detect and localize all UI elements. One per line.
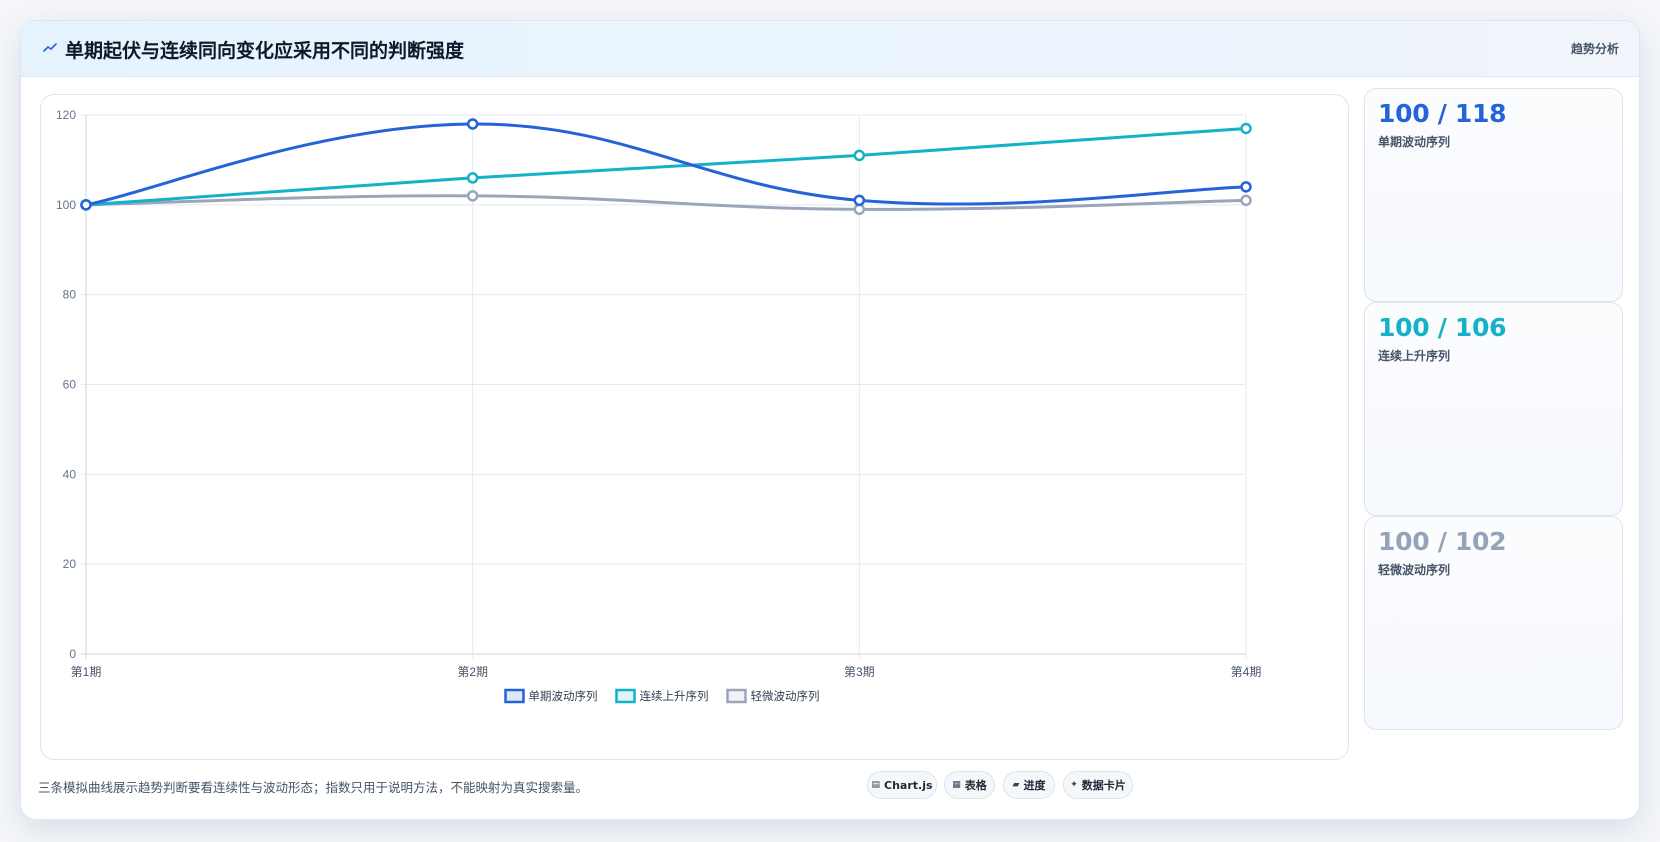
x-tick-label: 第2期 bbox=[457, 665, 488, 679]
legend-swatch bbox=[504, 688, 525, 704]
data-point bbox=[466, 172, 479, 184]
x-tick-label: 第3期 bbox=[844, 665, 875, 679]
panel-header: 单期起伏与连续同向变化应采用不同的判断强度 趋势分析 bbox=[21, 21, 1639, 77]
table-icon: ▦ bbox=[952, 780, 961, 790]
trend-line-icon bbox=[43, 43, 57, 52]
y-tick-label: 60 bbox=[63, 378, 77, 392]
y-tick-label: 100 bbox=[56, 198, 76, 212]
stat-card-1: 100 / 118 单期波动序列 bbox=[1364, 88, 1623, 302]
chart-card: 0 20 40 60 80 100 120 第1期 第2期 第3期 第4期单期波动序列 连续上升序列 轻… bbox=[40, 94, 1349, 760]
data-point bbox=[853, 203, 866, 216]
footnote: 三条模拟曲线展示趋势判断要看连续性与波动形态；指数只用于说明方法，不能映射为真实… bbox=[38, 780, 589, 795]
series-line bbox=[84, 122, 1248, 207]
y-tick-label: 120 bbox=[56, 108, 76, 122]
sparkle-icon: ✦ bbox=[1070, 780, 1078, 790]
x-tick-label: 第1期 bbox=[71, 665, 102, 679]
legend-label: 轻微波动序列 bbox=[751, 689, 820, 703]
chip-data-card[interactable]: ✦ 数据卡片 bbox=[1063, 771, 1133, 799]
series-line bbox=[84, 126, 1248, 207]
header-tag: 趋势分析 bbox=[1570, 42, 1619, 56]
page-title: 单期起伏与连续同向变化应采用不同的判断强度 bbox=[65, 40, 465, 62]
chart-icon: ▤ bbox=[871, 780, 880, 790]
chip-label: 进度 bbox=[1023, 779, 1046, 792]
y-tick-label: 40 bbox=[63, 467, 77, 481]
series-line bbox=[84, 194, 1248, 211]
chip-label: 表格 bbox=[964, 779, 987, 792]
data-point bbox=[1240, 194, 1252, 207]
y-tick-label: 20 bbox=[63, 557, 77, 571]
chart-panel: 单期起伏与连续同向变化应采用不同的判断强度 趋势分析 0 20 40 60 80 100 1… bbox=[20, 20, 1640, 820]
chip-label: 数据卡片 bbox=[1081, 779, 1126, 792]
stat-card-2: 100 / 106 连续上升序列 bbox=[1364, 302, 1623, 516]
stat-value: 100 / 118 bbox=[1378, 99, 1507, 128]
data-point bbox=[1240, 122, 1252, 135]
y-tick-label: 0 bbox=[69, 647, 76, 661]
stat-card-3: 100 / 102 轻微波动序列 bbox=[1364, 516, 1623, 730]
legend-swatch bbox=[726, 688, 747, 704]
stat-label: 单期波动序列 bbox=[1378, 135, 1451, 149]
progress-icon: ▰ bbox=[1012, 780, 1020, 790]
stat-value: 100 / 106 bbox=[1378, 313, 1507, 342]
chip-progress[interactable]: ▰ 进度 bbox=[1003, 771, 1055, 799]
x-tick-label: 第4期 bbox=[1231, 665, 1262, 679]
legend-label: 连续上升序列 bbox=[640, 689, 709, 703]
chip-table[interactable]: ▦ 表格 bbox=[944, 771, 995, 799]
stat-label: 轻微波动序列 bbox=[1378, 563, 1451, 577]
data-point bbox=[466, 118, 479, 130]
legend-swatch bbox=[615, 688, 636, 704]
y-tick-label: 80 bbox=[63, 288, 77, 302]
data-point bbox=[80, 199, 92, 211]
chip-chartjs[interactable]: ▤ Chart.js bbox=[867, 771, 937, 799]
legend-label: 单期波动序列 bbox=[529, 689, 598, 703]
data-point bbox=[853, 194, 866, 207]
data-point bbox=[853, 149, 866, 162]
chip-label: Chart.js bbox=[884, 778, 933, 792]
data-point bbox=[466, 190, 479, 202]
stat-label: 连续上升序列 bbox=[1378, 349, 1451, 363]
stat-value: 100 / 102 bbox=[1378, 527, 1507, 556]
data-point bbox=[1240, 181, 1252, 193]
